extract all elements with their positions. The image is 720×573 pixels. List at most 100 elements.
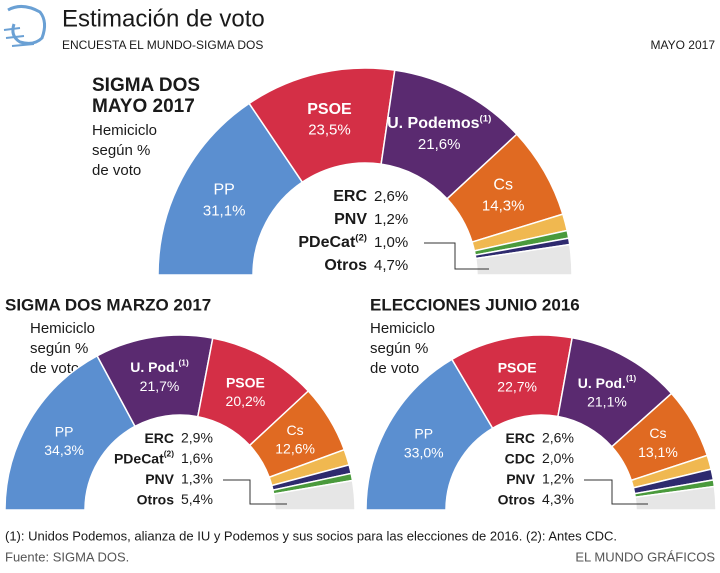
chart-title: SIGMA DOS MARZO 2017 bbox=[5, 295, 211, 314]
slice-name-text: PSOE bbox=[307, 101, 352, 118]
slice-name-text: PDeCat bbox=[298, 234, 356, 251]
slice-name-text: Otros bbox=[498, 491, 536, 507]
slice-value: 1,2% bbox=[374, 211, 408, 228]
hemicycle-chart: SIGMA DOS MARZO 2017 Hemiciclo según % de v… bbox=[4, 295, 356, 511]
source: Fuente: SIGMA DOS. bbox=[5, 549, 129, 564]
slice-name: U. Pod.(1) bbox=[578, 373, 637, 390]
slice-value: 2,0% bbox=[542, 450, 574, 466]
slice-value: 20,2% bbox=[226, 393, 266, 409]
slice-value: 2,6% bbox=[542, 430, 574, 446]
logo-stroke bbox=[3, 27, 35, 47]
slice-name-text: ERC bbox=[333, 188, 367, 205]
slice-name: PNV bbox=[506, 471, 535, 487]
slice-note: (2) bbox=[164, 449, 174, 459]
slice-name-text: Cs bbox=[493, 177, 513, 194]
slice-value: 34,3% bbox=[44, 442, 84, 458]
slice-name-text: PP bbox=[213, 182, 234, 199]
chart-subtitle: Hemiciclo bbox=[370, 320, 435, 337]
slice-name-text: Cs bbox=[287, 422, 304, 438]
chart-title: ELECCIONES JUNIO 2016 bbox=[370, 295, 580, 314]
slice-name: Cs bbox=[287, 422, 304, 438]
slice-name: Otros bbox=[498, 491, 536, 507]
slice-name-text: PNV bbox=[145, 471, 174, 487]
chart-subtitle: Hemiciclo bbox=[30, 320, 95, 337]
slice-value: 33,0% bbox=[404, 444, 444, 460]
slice-name-text: ERC bbox=[505, 430, 535, 446]
slice-name: Otros bbox=[137, 491, 175, 507]
slice-value: 4,7% bbox=[374, 257, 408, 274]
slice-name-text: CDC bbox=[505, 450, 535, 466]
slice bbox=[634, 485, 717, 511]
slice-name: CDC bbox=[505, 450, 535, 466]
slice-name: PNV bbox=[334, 211, 367, 228]
chart-subtitle: según % bbox=[30, 340, 88, 357]
slice-note: (2) bbox=[355, 232, 367, 243]
credit: EL MUNDO GRÁFICOS bbox=[575, 549, 715, 564]
slice-name: PNV bbox=[145, 471, 174, 487]
slice-name-text: Otros bbox=[137, 491, 175, 507]
slice bbox=[272, 479, 356, 511]
slice-name: PDeCat(2) bbox=[114, 449, 174, 466]
chart-title: SIGMA DOS bbox=[92, 75, 200, 96]
slice-name: Cs bbox=[649, 425, 666, 441]
page-title: Estimación de voto bbox=[62, 5, 265, 32]
slice-value: 13,1% bbox=[638, 444, 678, 460]
slice-name: PSOE bbox=[307, 101, 352, 118]
slice-value: 12,6% bbox=[275, 441, 315, 457]
slice-value: 22,7% bbox=[497, 378, 537, 394]
chart-subtitle: Hemiciclo bbox=[92, 122, 157, 139]
logo-stroke bbox=[7, 5, 47, 45]
slice-name: PP bbox=[213, 182, 234, 199]
slice-note: (1) bbox=[179, 357, 189, 367]
slice-name-text: PNV bbox=[506, 471, 535, 487]
slice-name-text: U. Pod. bbox=[578, 375, 626, 391]
slice-name: PP bbox=[55, 423, 74, 439]
slice-name-text: PP bbox=[55, 423, 74, 439]
chart-subtitle: según % bbox=[92, 142, 150, 159]
bracket-line bbox=[223, 479, 287, 505]
slice-name: PSOE bbox=[226, 374, 265, 390]
slice-value: 14,3% bbox=[482, 198, 525, 215]
chart-subtitle: de voto bbox=[92, 162, 141, 179]
slice-value: 5,4% bbox=[181, 491, 213, 507]
slice-name: U. Pod.(1) bbox=[130, 357, 189, 374]
slice-value: 23,5% bbox=[308, 122, 351, 139]
slice-name: ERC bbox=[505, 430, 535, 446]
logo bbox=[3, 5, 47, 47]
slice-name-text: PNV bbox=[334, 211, 367, 228]
slice-value: 4,3% bbox=[542, 491, 574, 507]
slice-value: 1,0% bbox=[374, 234, 408, 251]
slice-name-text: Otros bbox=[324, 257, 367, 274]
slice-name: Cs bbox=[493, 177, 513, 194]
hemicycle-chart: ELECCIONES JUNIO 2016 Hemiciclo según % de … bbox=[365, 295, 717, 511]
slice-value: 2,9% bbox=[181, 430, 213, 446]
slice-name-text: Cs bbox=[649, 425, 666, 441]
slice-name: PDeCat(2) bbox=[298, 232, 367, 251]
slice-name-text: PSOE bbox=[498, 359, 537, 375]
slice bbox=[474, 243, 573, 276]
slice-value: 2,6% bbox=[374, 188, 408, 205]
chart-subtitle: según % bbox=[370, 340, 428, 357]
bracket-line bbox=[424, 242, 489, 270]
slice-value: 31,1% bbox=[203, 202, 246, 219]
slice-name: Otros bbox=[324, 257, 367, 274]
slice-name-text: PSOE bbox=[226, 374, 265, 390]
slice-name-text: PDeCat bbox=[114, 450, 164, 466]
slice-note: (1) bbox=[480, 113, 492, 124]
page-date: MAYO 2017 bbox=[651, 38, 716, 52]
slice-name-text: U. Podemos bbox=[387, 115, 480, 132]
slice-value: 1,2% bbox=[542, 471, 574, 487]
chart-title: MAYO 2017 bbox=[92, 96, 195, 117]
slice-name: U. Podemos(1) bbox=[387, 113, 491, 132]
chart-subtitle: de voto bbox=[30, 360, 79, 377]
slice-name: ERC bbox=[333, 188, 367, 205]
slice-value: 21,7% bbox=[140, 378, 180, 394]
footnote: (1): Unidos Podemos, alianza de IU y Pod… bbox=[5, 528, 617, 543]
slice bbox=[4, 354, 137, 511]
page-subtitle: ENCUESTA EL MUNDO-SIGMA DOS bbox=[62, 38, 263, 52]
slice-name-text: PP bbox=[414, 425, 433, 441]
slice-name: ERC bbox=[144, 430, 174, 446]
